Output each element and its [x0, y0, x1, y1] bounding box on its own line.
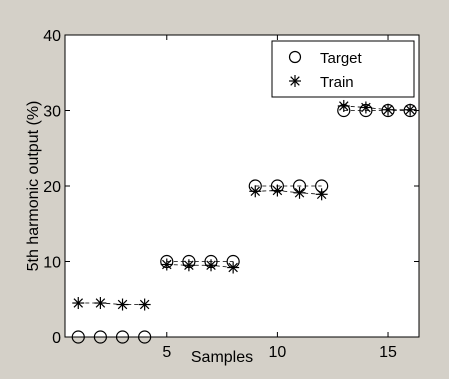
x-tick-label-15: 15 [379, 344, 397, 361]
train-point-16 [404, 103, 417, 116]
train-point-8-d2 [228, 262, 238, 273]
legend-circle-icon [288, 50, 302, 64]
train-point-14 [359, 101, 372, 114]
y-tick-label-20: 20 [43, 179, 61, 196]
train-point-9 [249, 185, 262, 198]
train-point-3 [116, 298, 129, 311]
legend-label-train: Train [320, 74, 354, 91]
train-point-4 [138, 298, 151, 311]
train-point-10-d2 [272, 185, 283, 196]
train-point-5-d2 [162, 259, 172, 270]
legend-star-icon-d2 [290, 76, 300, 86]
legend-star-icon [289, 75, 301, 87]
legend: Target Train [271, 40, 415, 98]
x-axis-label: Samples [191, 349, 253, 366]
train-point-9-d2 [250, 186, 261, 197]
train-point-6-d2 [184, 260, 194, 271]
train-point-5 [160, 258, 173, 271]
legend-marker-train [289, 75, 301, 87]
train-point-13-d2 [339, 101, 349, 111]
train-point-6 [182, 259, 195, 272]
legend-marker-target [288, 50, 302, 64]
y-tick-label-10: 10 [43, 255, 61, 272]
train-point-14-d2 [361, 102, 371, 113]
train-point-8 [227, 261, 240, 274]
series-layer [71, 99, 417, 344]
train-point-3-d2 [117, 299, 128, 310]
train-point-15 [382, 103, 395, 116]
x-tick-label-10: 10 [269, 344, 287, 361]
train-point-4-d2 [139, 299, 150, 310]
legend-box [271, 40, 415, 98]
train-point-1 [72, 297, 85, 310]
y-tick-label-40: 40 [43, 28, 61, 45]
train-point-10 [271, 184, 284, 197]
y-axis-label: 5th harmonic output (%) [25, 101, 42, 272]
train-point-12 [315, 188, 328, 201]
legend-label-target: Target [320, 50, 363, 67]
x-tick-label-5: 5 [162, 344, 171, 361]
train-point-7 [205, 259, 218, 272]
train-point-15-d2 [383, 105, 393, 115]
train-point-11 [293, 186, 306, 199]
train-point-11-d2 [294, 188, 305, 198]
y-tick-label-0: 0 [52, 330, 61, 347]
train-point-13 [337, 99, 350, 112]
train-point-16-d2 [405, 105, 415, 115]
train-point-7-d2 [206, 260, 216, 271]
axes-layer: 0 10 20 30 40 5 10 15 [43, 28, 420, 361]
train-point-2-d2 [95, 298, 106, 308]
train-point-1-d2 [73, 298, 84, 308]
y-tick-label-30: 30 [43, 104, 61, 121]
train-point-2 [94, 297, 107, 310]
train-point-12-d2 [316, 189, 327, 200]
